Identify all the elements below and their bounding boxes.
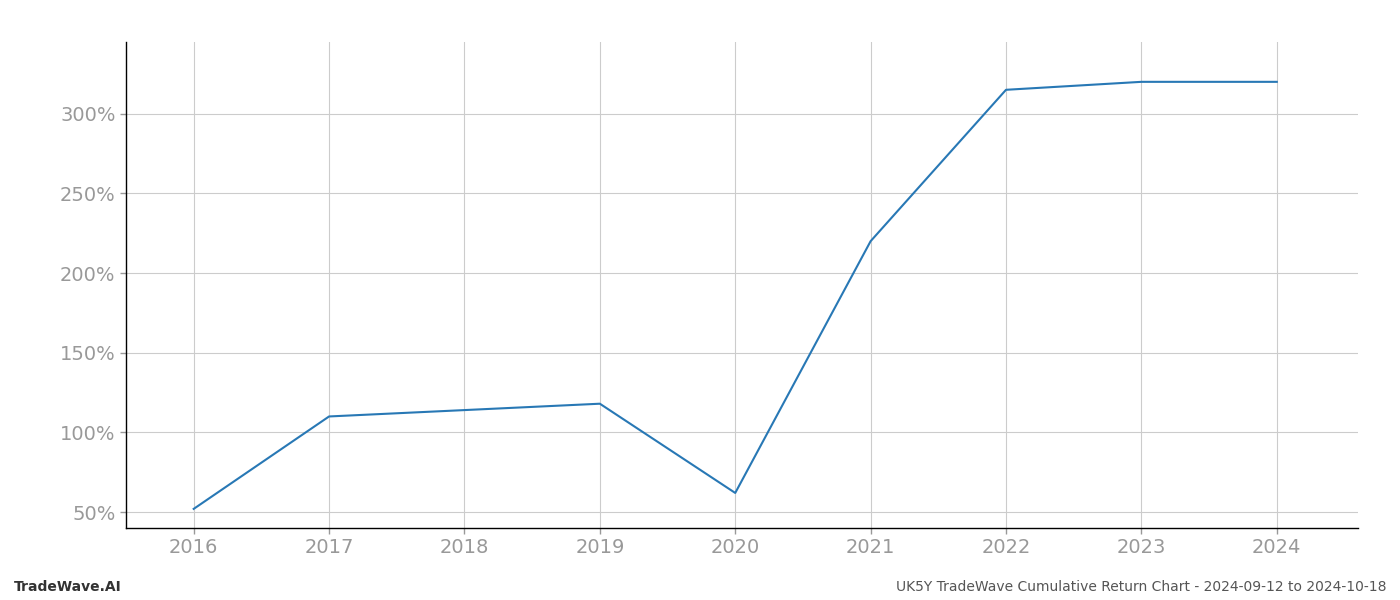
Text: UK5Y TradeWave Cumulative Return Chart - 2024-09-12 to 2024-10-18: UK5Y TradeWave Cumulative Return Chart -… — [896, 580, 1386, 594]
Text: TradeWave.AI: TradeWave.AI — [14, 580, 122, 594]
